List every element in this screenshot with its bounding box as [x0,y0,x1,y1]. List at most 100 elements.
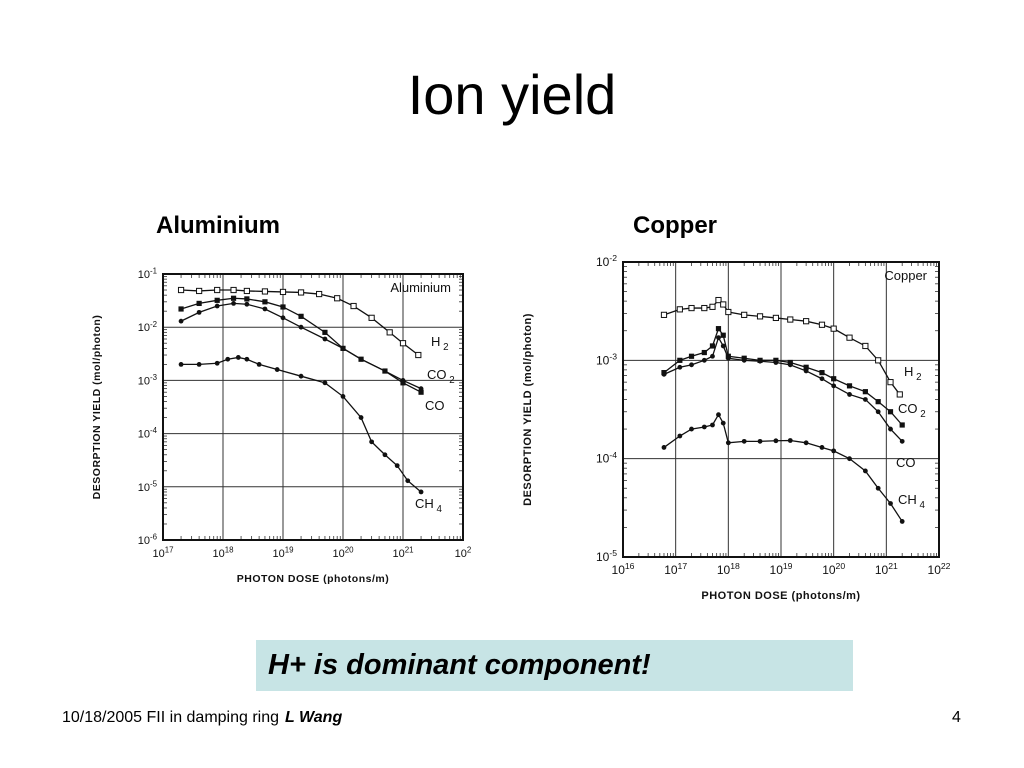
data-point [757,358,763,364]
data-point [244,301,250,307]
data-point [316,290,323,298]
x-tick-label: 1020 [332,546,354,560]
data-point [261,288,269,295]
data-point [803,364,809,370]
data-point [787,438,793,443]
data-point [350,302,357,310]
data-point [803,318,810,325]
series-label: CO 2 [898,401,926,420]
data-point [720,420,726,426]
data-point [875,357,882,364]
data-point [819,445,825,450]
callout-text: H+ is dominant component! [268,649,651,681]
data-point [661,445,667,450]
data-point [875,399,881,405]
x-tick-label: 102 [455,546,472,560]
data-point [196,309,202,315]
series-label: CH 4 [415,496,442,515]
data-point [787,316,794,323]
data-point [322,336,328,342]
y-tick-label: 10-2 [138,320,157,334]
data-point [214,286,221,294]
data-point [399,340,407,347]
data-point [340,394,346,399]
slide-title: Ion yield [407,63,617,126]
data-point [322,329,328,335]
data-point [177,286,185,294]
data-point [418,489,424,495]
series-co-2 [178,295,424,395]
data-point [819,370,825,376]
y-axis-label: DESORPTION YIELD (mol/photon) [522,313,534,506]
data-point [230,286,237,294]
data-point [716,412,721,418]
data-point [720,343,726,349]
callout-box: H+ is dominant component! [256,640,853,691]
copper-chart: 1016 1017 1018 1019 1020 1021 1022 10-2 10-3 10-4… [522,253,951,602]
x-axis-label: PHOTON DOSE (photons/m) [701,590,860,602]
data-point [830,325,837,332]
chart-title-aluminium: Aluminium [156,212,280,239]
x-tick-label: 1019 [770,561,793,577]
data-point [677,357,683,363]
data-point [369,439,375,445]
data-point [661,371,667,377]
data-point [297,289,305,296]
x-axis-label: PHOTON DOSE (photons/m) [237,573,389,585]
data-point [741,357,747,363]
footer-text: 10/18/2005 FII in damping ring [62,709,280,726]
inner-chart-label: Copper [884,268,927,283]
data-point [899,438,905,444]
data-point [178,318,184,324]
data-point [400,380,406,386]
data-point [358,415,364,420]
series-label: CO [425,398,445,413]
y-axis-label: DESORPTION YIELD (mol/photon) [91,315,103,500]
x-tick-label: 1020 [822,561,845,577]
data-point [846,334,853,341]
data-point [225,356,231,362]
series-label: H 2 [431,334,449,353]
data-point [787,362,793,368]
data-point [701,349,707,356]
data-point [709,303,716,310]
data-point [899,519,905,524]
data-point [280,304,286,310]
data-point [676,306,683,313]
data-point [831,376,837,382]
data-point [256,361,262,367]
data-point [888,426,893,432]
data-point [716,335,721,341]
y-tick-label: 10-4 [138,426,158,440]
series-h2-0 [660,296,903,398]
data-point [887,379,894,386]
data-point [831,383,837,389]
data-point [231,301,236,306]
plot-frame [622,261,940,558]
series-co-2 [661,335,905,444]
data-point [715,326,722,332]
y-tick-label: 10-3 [138,373,158,387]
x-tick-label: 1017 [664,561,687,577]
data-point [772,314,779,322]
series-line [180,297,422,393]
data-point [280,315,286,321]
data-point [819,376,825,382]
data-point [875,409,881,415]
data-point [818,321,826,328]
series-ch4-3 [178,355,424,495]
footer: 10/18/2005 FII in damping ring L Wang [62,709,342,727]
data-point [689,362,694,368]
data-point [298,324,304,330]
data-point [196,300,202,307]
data-point [875,485,881,491]
data-point [710,353,715,359]
data-point [803,368,809,374]
data-point [888,501,893,506]
data-point [660,311,668,318]
data-point [757,438,763,444]
data-point [710,422,715,428]
x-tick-label: 1022 [928,561,951,577]
data-point [831,448,837,454]
data-point [178,361,184,367]
